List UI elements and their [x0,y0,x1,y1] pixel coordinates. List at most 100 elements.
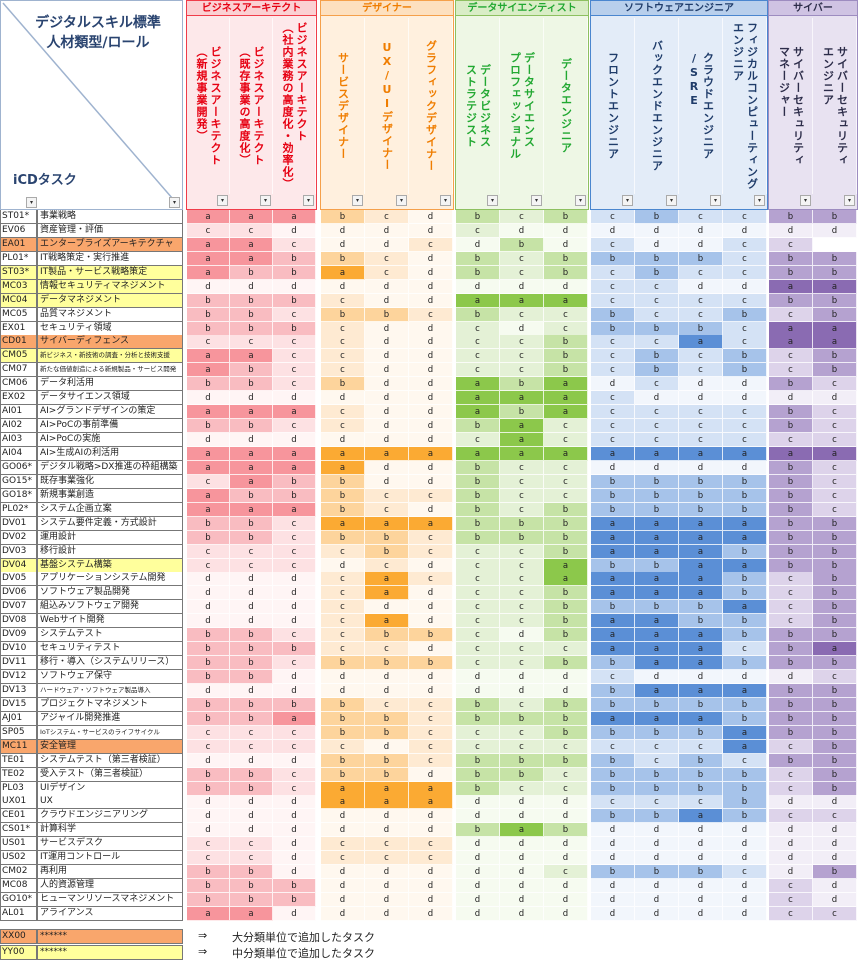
filter-dropdown[interactable]: ▾ [666,195,677,206]
skill-level-cell: c [500,502,544,517]
skill-level-cell: d [321,391,365,406]
skill-level-cell: a [723,446,767,461]
skill-level-cell: d [409,614,453,629]
skill-level-cell: c [500,474,544,489]
role-header[interactable]: データサイエンス プロフェッショナル [500,18,544,194]
skill-level-cell: c [544,321,588,336]
skill-level-cell: c [456,558,500,573]
role-header[interactable]: データエンジニア [544,18,588,194]
skill-level-cell: d [365,893,409,908]
skill-level-cell: b [591,321,635,336]
skill-level-cell: d [723,823,767,838]
skill-level-cell: b [456,488,500,503]
diagonal-line [2,2,180,207]
role-header[interactable]: グラフィックデザイナー [409,18,453,194]
skill-level-cell: b [230,419,273,434]
skill-level-cell: b [365,628,409,643]
role-header[interactable]: サービスデザイナー [321,18,365,194]
skill-level-cell: d [723,907,767,921]
skill-level-cell: c [273,335,316,350]
role-header[interactable]: フィジカルコンピューティング エンジニア [723,18,767,194]
filter-dropdown[interactable]: ▾ [575,195,586,206]
skill-level-cell: b [813,767,857,782]
task-code: DV08 [0,614,37,629]
skill-level-cell: d [635,893,679,908]
skill-level-cell: a [635,530,679,545]
skill-level-cell: c [500,460,544,475]
role-header[interactable]: ビジネスアーキテクト （既存事業の高度化） [230,18,273,194]
legend-text: 中分類単位で追加したタスク [232,947,375,960]
role-header[interactable]: バックエンドエンジニア [635,18,679,194]
filter-dropdown-code[interactable]: ▾ [26,197,37,208]
role-header[interactable]: データビジネス ストラテジスト [456,18,500,194]
skill-level-cell: a [591,572,635,587]
skill-level-cell: b [321,488,365,503]
skill-level-cell: d [723,670,767,685]
skill-level-cell: b [769,753,813,768]
skill-level-cell: b [813,265,857,280]
filter-dropdown[interactable]: ▾ [531,195,542,206]
filter-dropdown[interactable]: ▾ [396,195,407,206]
skill-level-cell: c [591,293,635,308]
filter-dropdown-name[interactable]: ▾ [169,197,180,208]
skill-level-cell: c [723,405,767,420]
skill-level-cell: c [321,837,365,852]
skill-level-cell: d [769,837,813,852]
filter-dropdown[interactable]: ▾ [440,195,451,206]
skill-level-cell: c [591,265,635,280]
filter-dropdown[interactable]: ▾ [800,195,811,206]
skill-level-cell: d [591,837,635,852]
skill-level-cell: b [500,530,544,545]
skill-level-cell: c [500,697,544,712]
skill-level-cell: c [544,433,588,448]
filter-dropdown[interactable]: ▾ [352,195,363,206]
task-code: CE01 [0,809,37,824]
skill-level-cell: b [273,265,316,280]
skill-level-cell: a [635,614,679,629]
task-code: US02 [0,851,37,866]
role-header[interactable]: ビジネスアーキテクト （新規事業開発） [187,18,230,194]
filter-dropdown[interactable]: ▾ [303,195,314,206]
skill-level-cell: a [273,460,316,475]
filter-dropdown[interactable]: ▾ [260,195,271,206]
skill-level-cell: a [635,656,679,671]
role-header[interactable]: サイバーセキュリティ マネージャー [769,18,813,194]
skill-level-cell: d [409,809,453,824]
skill-level-cell: d [230,753,273,768]
legend-stars: ****** [37,945,183,960]
role-header[interactable]: サイバーセキュリティ エンジニア [813,18,857,194]
skill-level-cell: a [769,321,813,336]
filter-dropdown[interactable]: ▾ [622,195,633,206]
skill-level-cell: d [723,279,767,294]
role-group-2: データサイエンティスト データビジネス ストラテジスト ▾ データサイエンス プロフェ… [455,0,589,210]
skill-level-cell: d [500,809,544,824]
skill-level-cell: b [544,628,588,643]
skill-level-cell: c [230,739,273,754]
skill-level-cell: b [187,377,230,392]
skill-level-cell: d [409,767,453,782]
skill-level-cell: a [591,516,635,531]
role-header[interactable]: UX/UIデザイナー [365,18,409,194]
skill-level-cell: b [723,307,767,322]
skill-level-cell: c [187,851,230,866]
role-header[interactable]: クラウドエンジニア /SRE [679,18,723,194]
skill-level-cell: b [365,711,409,726]
skill-level-cell: c [500,210,544,224]
task-code: AI03 [0,433,37,448]
skill-level-cell: b [679,488,723,503]
skill-level-cell: c [187,837,230,852]
skill-level-cell: d [679,391,723,406]
filter-dropdown[interactable]: ▾ [487,195,498,206]
filter-dropdown[interactable]: ▾ [710,195,721,206]
skill-level-cell: a [365,572,409,587]
skill-level-cell: c [635,377,679,392]
skill-level-cell: c [679,433,723,448]
filter-dropdown[interactable]: ▾ [217,195,228,206]
skill-level-cell: a [321,265,365,280]
skill-level-cell: d [544,837,588,852]
skill-level-cell: c [365,502,409,517]
role-header[interactable]: フロントエンジニア [591,18,635,194]
filter-dropdown[interactable]: ▾ [844,195,855,206]
role-header[interactable]: ビジネスアーキテクト （社内業務の高度化・効率化） [273,18,316,194]
filter-dropdown[interactable]: ▾ [754,195,765,206]
